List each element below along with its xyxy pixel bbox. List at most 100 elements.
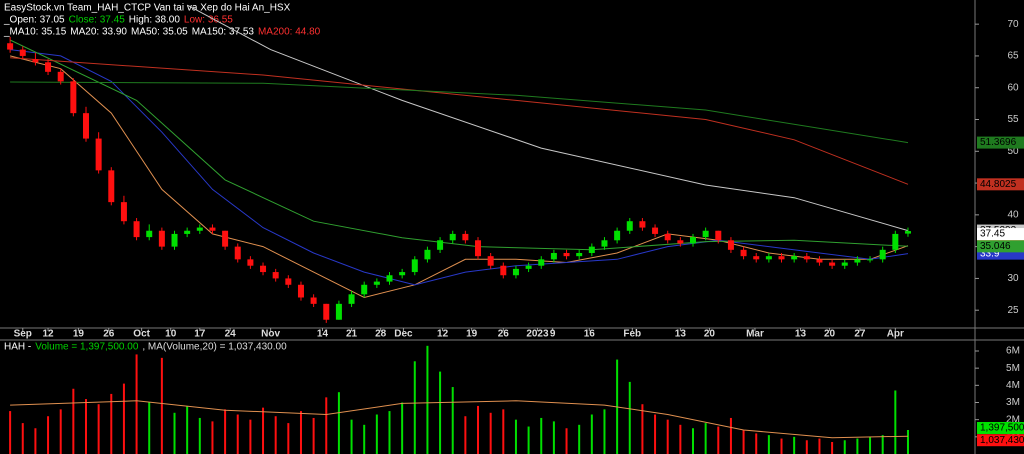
volume-bar [426,345,429,454]
header-text: MA50: 35.05 [131,27,188,38]
volume-bar [540,417,543,454]
candle-body [146,230,153,238]
candle-body [487,256,494,266]
header-text: HAH - [4,342,31,353]
candle-body [727,240,734,250]
volume-bar [135,354,138,454]
x-tick-label: 17 [194,329,206,340]
x-tick-label: Mar [746,329,764,340]
candle-body [803,256,810,260]
candle-body [512,268,519,276]
candle-body [829,262,836,266]
x-tick-label: 20 [704,329,716,340]
header-text: Close: 37.45 [69,15,126,26]
x-tick-label: 26 [498,329,510,340]
volume-bar [578,424,581,454]
candle-body [715,230,722,241]
volume-bar [97,404,100,454]
candle-body [791,256,798,260]
value-label-box [977,178,1024,191]
volume-bar [679,424,682,454]
x-tick-label: 19 [466,329,478,340]
volume-bar [439,371,442,454]
candle-body [196,227,203,231]
y-tick-label: 30 [1007,273,1019,284]
ma-line [10,57,909,185]
volume-bar [236,414,239,454]
y-tick-label: 40 [1007,209,1019,220]
x-tick-label: 20 [824,329,836,340]
volume-bar [691,428,694,454]
candle-body [158,230,165,247]
candle-body [373,281,380,285]
candle-body [32,59,39,63]
candle-body [260,265,267,273]
volume-bar [325,397,328,454]
candle-body [892,233,899,250]
candle-body [285,278,292,285]
volume-bar [805,440,808,454]
volume-bar [590,414,593,454]
x-tick-label: 27 [854,329,866,340]
candle-body [462,233,469,241]
candle-body [816,259,823,263]
candle-body [108,170,115,203]
candle-body [323,303,330,320]
volume-bar [755,433,758,454]
value-label-box [977,136,1024,149]
candle-body [626,221,633,231]
candle-body [234,246,241,260]
x-tick-label: 13 [675,329,687,340]
volume-bar [793,436,796,454]
ma-line [10,49,909,286]
candle-body [348,294,355,304]
volume-bar [160,357,163,454]
header-text: MA20: 33.90 [70,27,127,38]
y-tick-label: 25 [1007,305,1019,316]
volume-bar [148,402,151,454]
volume-bar [451,387,454,454]
volume-bar [287,423,290,454]
candle-body [449,233,456,241]
volume-bar [717,426,720,454]
x-tick-label: 14 [317,329,329,340]
value-label: 44.8025 [980,179,1017,190]
y-tick-label: 55 [1007,114,1019,125]
volume-bar [9,411,12,454]
value-label-box [977,422,1024,435]
volume-bar [274,416,277,454]
candle-body [841,262,848,266]
volume-bar [869,436,872,454]
volume-bar [173,412,176,454]
x-tick-label: Dec [394,329,413,340]
volume-bar [843,440,846,454]
x-tick-label: Sep [14,329,32,340]
volume-bar [211,421,214,454]
y-tick-label: 60 [1007,82,1019,93]
header-text: MA200: 44.80 [258,27,321,38]
value-label: 33.9 [980,248,1000,259]
header-text: _MA10: 35.15 [3,27,67,38]
value-label: 35.046 [980,241,1011,252]
volume-bar [502,409,505,454]
candle-body [765,256,772,260]
value-label: 1,397,500 [980,423,1024,434]
candle-body [386,275,393,282]
candle-body [310,297,317,304]
candle-body [424,249,431,260]
candle-body [222,230,229,247]
candle-body [689,237,696,244]
x-tick-label: 24 [225,329,237,340]
x-tick-label: 13 [795,329,807,340]
volume-bar [47,416,50,454]
volume-bar [881,435,884,454]
y-tick-label: 65 [1007,51,1019,62]
header-text: High: 38.00 [129,15,181,26]
candle-body [297,284,304,298]
candle-body [70,81,77,114]
candle-body [601,240,608,247]
x-tick-label: 12 [437,329,449,340]
candle-body [500,265,507,276]
